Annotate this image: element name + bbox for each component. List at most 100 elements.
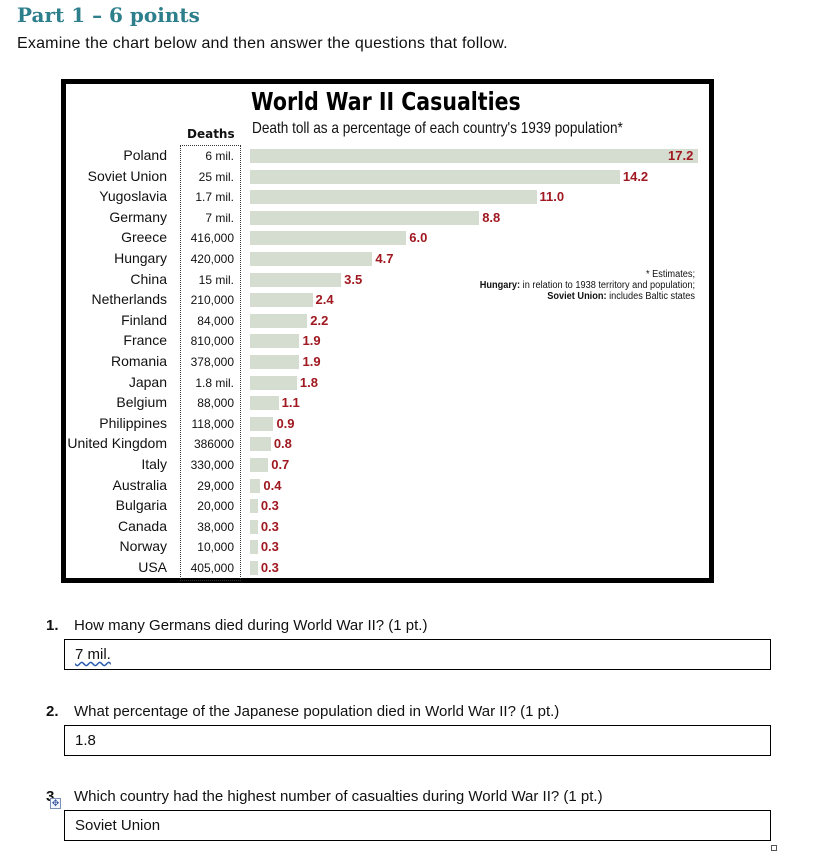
country-label: Finland [121,311,167,328]
deaths-column-header: Deaths [187,127,235,141]
bar [250,396,279,411]
question-1-text: How many Germans died during World War I… [74,617,428,634]
country-label: Australia [112,476,167,493]
question-2: 2. What percentage of the Japanese popula… [46,703,559,720]
bar [250,375,297,390]
question-1: 1. How many Germans died during World War… [46,617,427,634]
bar [250,540,258,555]
answer-1-text[interactable]: 7 mil. [75,646,111,663]
deaths-value: 118,000 [191,416,235,431]
bar-value-label: 0.7 [271,457,290,472]
note-estimates: * Estimates; [645,269,695,280]
bar [250,210,480,225]
note-soviet-text: includes Baltic states [606,291,695,302]
chart-title: World War II Casualties [251,87,521,116]
question-2-text: What percentage of the Japanese populati… [74,703,560,720]
bar [250,313,308,328]
deaths-value: 6 mil. [205,149,234,163]
answer-2-box[interactable]: 1.8 [64,725,771,756]
deaths-value: 416,000 [190,231,234,246]
bar [250,293,313,308]
country-label: Greece [121,229,167,246]
bar-value-label: 6.0 [409,230,428,246]
bar-value-label: 1.9 [302,333,321,349]
bar-value-label: 0.8 [273,436,292,452]
bar-value-label: 11.0 [539,189,565,205]
bar [250,355,300,369]
country-label: Netherlands [91,291,168,308]
table-resize-handle[interactable] [771,845,777,851]
deaths-value: 7 mil. [205,210,234,225]
bar-value-label: 8.8 [482,209,501,225]
question-3-text: Which country had the highest number of … [74,788,603,805]
bar [250,499,258,514]
bar-value-label: 17.2 [668,148,694,163]
question-1-number: 1. [46,617,59,634]
bar-value-label: 2.2 [310,312,329,328]
answer-1-box[interactable]: 7 mil. [64,639,771,670]
deaths-value: 84,000 [197,313,234,328]
country-label: Canada [117,517,167,534]
note-hungary-text: in relation to 1938 territory and popula… [520,280,695,291]
question-3: 3. Which country had the highest number o… [46,788,603,805]
bar [250,519,258,534]
bar-value-label: 2.4 [315,292,334,308]
bar-value-label: 0.3 [260,518,279,534]
country-label: Romania [110,353,167,369]
note-soviet-label: Soviet Union: [547,291,607,302]
bar-value-label: 3.5 [344,271,363,287]
country-label: USA [138,559,167,575]
bar [250,334,300,349]
bar [250,416,274,431]
deaths-value: 15 mil. [198,272,234,287]
note-hungary-label: Hungary: [479,280,521,291]
bar-value-label: 0.4 [263,477,282,493]
bar-value-label: 1.9 [302,354,321,369]
bar-value-label: 14.2 [622,168,649,184]
deaths-value: 330,000 [190,458,234,472]
bar-value-label: 0.3 [260,539,279,555]
deaths-value: 88,000 [197,396,234,411]
question-2-number: 2. [46,703,59,720]
deaths-column-border [180,145,241,581]
answer-3-box[interactable]: Soviet Union [64,810,771,841]
country-label: Bulgaria [115,497,167,514]
country-label: Japan [128,373,167,390]
bar [250,478,261,493]
deaths-value: 10,000 [197,540,234,555]
deaths-value: 38,000 [197,519,234,534]
part-title: Part 1 – 6 points [17,3,200,27]
country-label: Yugoslavia [99,188,167,205]
bar [250,149,698,163]
chart-notes: * Estimates; Hungary: in relation to 193… [480,269,695,302]
bar [250,231,407,246]
bar-value-label: 1.8 [299,374,318,390]
answer-3-text[interactable]: Soviet Union [75,817,161,834]
deaths-value: 405,000 [190,561,234,575]
bar [250,252,373,266]
bar [250,169,620,184]
bar-value-label: 1.1 [281,395,300,411]
answer-2-text[interactable]: 1.8 [75,732,96,749]
bar-value-label: 0.3 [260,498,279,514]
country-label: Germany [109,208,167,225]
instructions: Examine the chart below and then answer … [17,35,508,52]
bar [250,561,258,575]
deaths-value: 1.7 mil. [195,190,234,205]
country-label: Norway [119,538,167,555]
bar [250,458,269,472]
deaths-value: 20,000 [197,499,234,514]
bar-value-label: 0.3 [260,560,279,575]
country-label: Hungary [114,250,167,266]
country-label: Italy [141,456,167,472]
chart-subtitle: Death toll as a percentage of each count… [252,120,623,137]
bar-value-label: 0.9 [276,415,295,431]
table-move-handle-icon[interactable]: ✥ [50,798,61,809]
country-label: Soviet Union [87,167,167,184]
deaths-value: 386000 [193,437,234,452]
bar [250,190,537,205]
country-label: Belgium [116,394,167,411]
country-label: France [123,332,167,349]
deaths-value: 378,000 [190,355,234,369]
bar-value-label: 4.7 [375,251,394,266]
